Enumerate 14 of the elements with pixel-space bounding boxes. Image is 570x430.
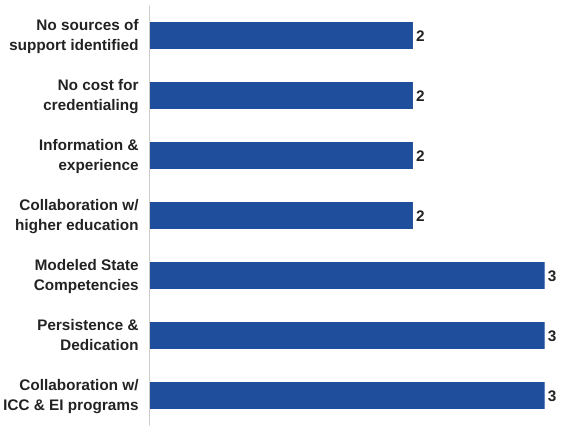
data-label: 3 — [548, 268, 556, 285]
data-label: 2 — [416, 28, 424, 45]
y-tick-label: Persistence & Dedication — [37, 316, 139, 354]
y-tick-label: Modeled State Competencies — [34, 256, 139, 294]
y-tick-label: No sources of support identified — [9, 16, 140, 54]
data-label: 3 — [548, 388, 556, 405]
y-tick-label: Collaboration w/ higher education — [15, 196, 140, 234]
y-tick-label: Collaboration w/ ICC & EI programs — [3, 376, 140, 414]
data-label: 3 — [548, 328, 556, 345]
y-tick-label: Information & experience — [38, 136, 139, 174]
data-label: 2 — [416, 88, 424, 105]
data-label: 2 — [416, 208, 424, 225]
data-label: 2 — [416, 148, 424, 165]
y-tick-label: No cost for credentialing — [43, 76, 139, 114]
